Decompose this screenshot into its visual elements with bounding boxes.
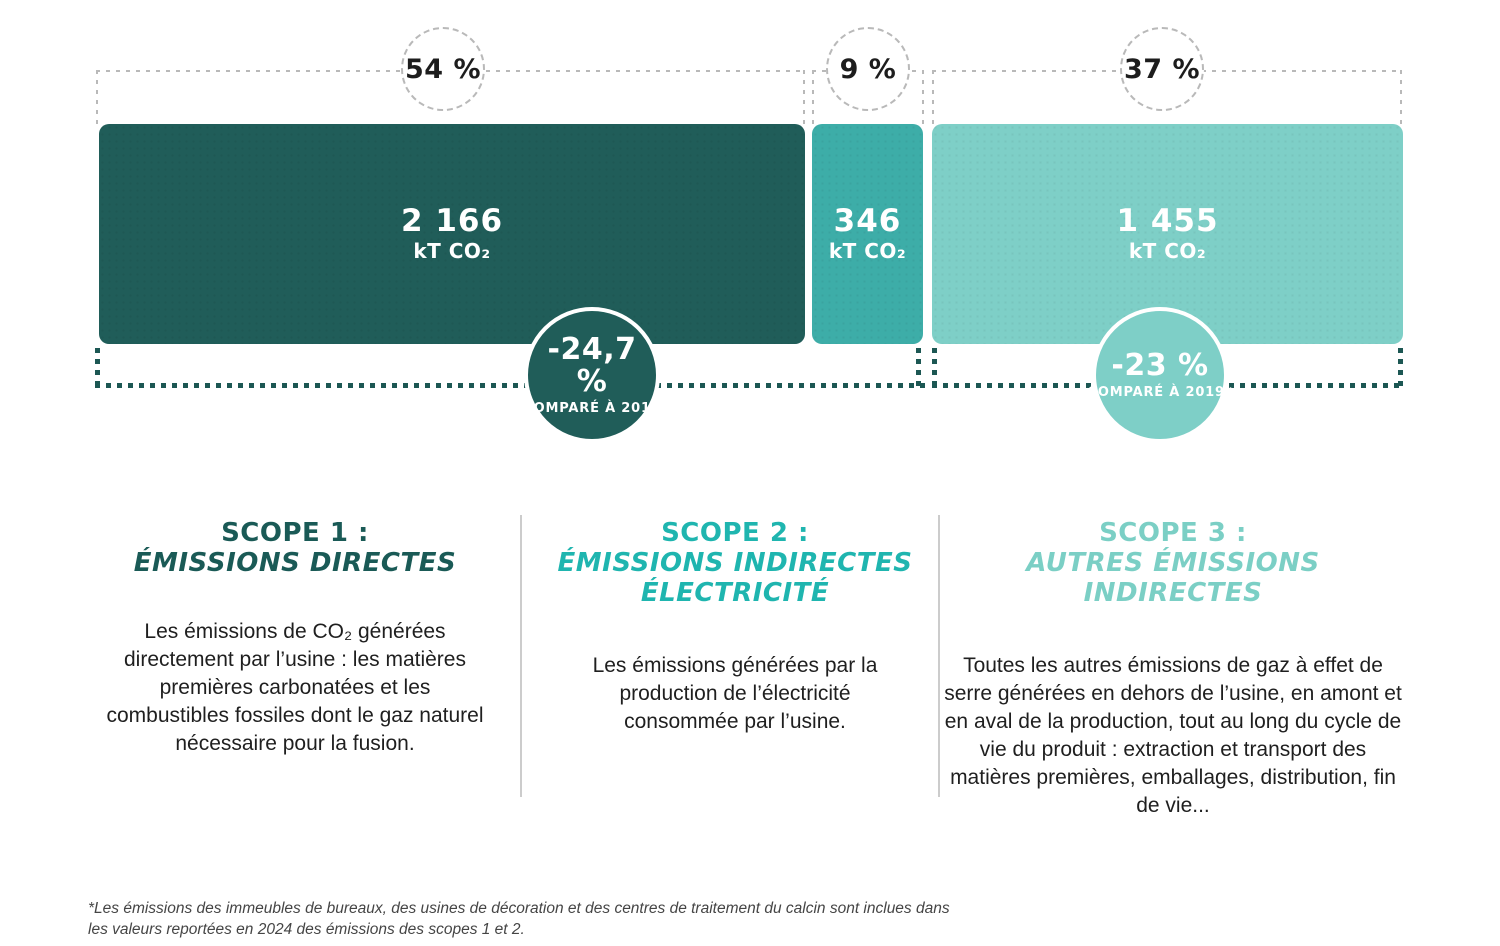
scope3-body: Toutes les autres émissions de gaz à eff…	[944, 654, 1402, 817]
scope1-title: SCOPE 1 :	[221, 518, 369, 548]
scope1-bar-unit: kT CO₂	[413, 239, 491, 263]
scope2-title: SCOPE 2 :	[661, 518, 809, 548]
scope1-dashed-guide-left	[96, 70, 98, 126]
scope2-percent-circle: 9 %	[826, 27, 910, 111]
scope3-percent-label: 37 %	[1123, 53, 1201, 85]
scope1-subtitle: ÉMISSIONS DIRECTES	[133, 548, 457, 578]
column-divider-1	[520, 515, 522, 797]
scope3-description-column: SCOPE 3 : AUTRES ÉMISSIONS INDIRECTES To…	[942, 518, 1404, 820]
scope3-percent-circle: 37 %	[1120, 27, 1204, 111]
scope12-reduction-value: -24,7 %	[547, 332, 637, 399]
scope3-title: SCOPE 3 :	[1099, 518, 1247, 548]
scope2-dashed-guide-left	[812, 70, 814, 126]
scope12-dotted-bracket-left-stub	[95, 348, 100, 386]
scope12-reduction-caption: COMPARÉ À 2019	[523, 401, 661, 416]
scope1-body: Les émissions de CO₂ générées directemen…	[106, 620, 484, 755]
scope1-bar-value: 2 166	[400, 203, 504, 239]
scope2-bar-value: 346	[833, 203, 902, 239]
scope2-description-column: SCOPE 2 : ÉMISSIONS INDIRECTES ÉLECTRICI…	[540, 518, 930, 736]
column-divider-2	[938, 515, 940, 797]
scope3-dotted-bracket-right-stub	[1398, 348, 1403, 386]
scope3-bar-unit: kT CO₂	[1128, 239, 1207, 263]
scope2-subtitle: ÉMISSIONS INDIRECTES ÉLECTRICITÉ	[557, 548, 913, 608]
scope2-bar: 346 kT CO₂	[812, 124, 923, 344]
scope3-bar: 1 455 kT CO₂	[932, 124, 1403, 344]
scope3-reduction-badge: -23 % COMPARÉ À 2019*	[1088, 307, 1232, 443]
scope3-subtitle: AUTRES ÉMISSIONS INDIRECTES	[1026, 548, 1320, 608]
scope2-dashed-guide-right	[922, 70, 924, 126]
scope3-dashed-guide-right	[1400, 70, 1402, 126]
scope12-reduction-badge: -24,7 % COMPARÉ À 2019	[523, 307, 661, 443]
scope1-description-column: SCOPE 1 : ÉMISSIONS DIRECTES Les émissio…	[95, 518, 495, 758]
scope2-percent-label: 9 %	[839, 53, 897, 85]
footnote: *Les émissions des immeubles de bureaux,…	[88, 900, 950, 938]
scope12-dotted-bracket-right-stub	[916, 348, 921, 386]
scope3-reduction-value: -23 %	[1111, 348, 1209, 383]
scope3-reduction-caption: COMPARÉ À 2019*	[1087, 385, 1233, 400]
scope2-body: Les émissions générées par la production…	[592, 654, 878, 733]
scope3-bar-value: 1 455	[1116, 203, 1219, 239]
scope1-dashed-guide-right	[803, 70, 805, 126]
scope12-dotted-bracket	[95, 383, 925, 388]
scope1-percent-circle: 54 %	[401, 27, 485, 111]
scope2-bar-unit: kT CO₂	[828, 239, 907, 263]
scope3-dotted-bracket-left-stub	[932, 348, 937, 386]
scope1-percent-label: 54 %	[404, 53, 482, 85]
scope1-bar: 2 166 kT CO₂	[99, 124, 805, 344]
scope3-dashed-guide-left	[932, 70, 934, 126]
